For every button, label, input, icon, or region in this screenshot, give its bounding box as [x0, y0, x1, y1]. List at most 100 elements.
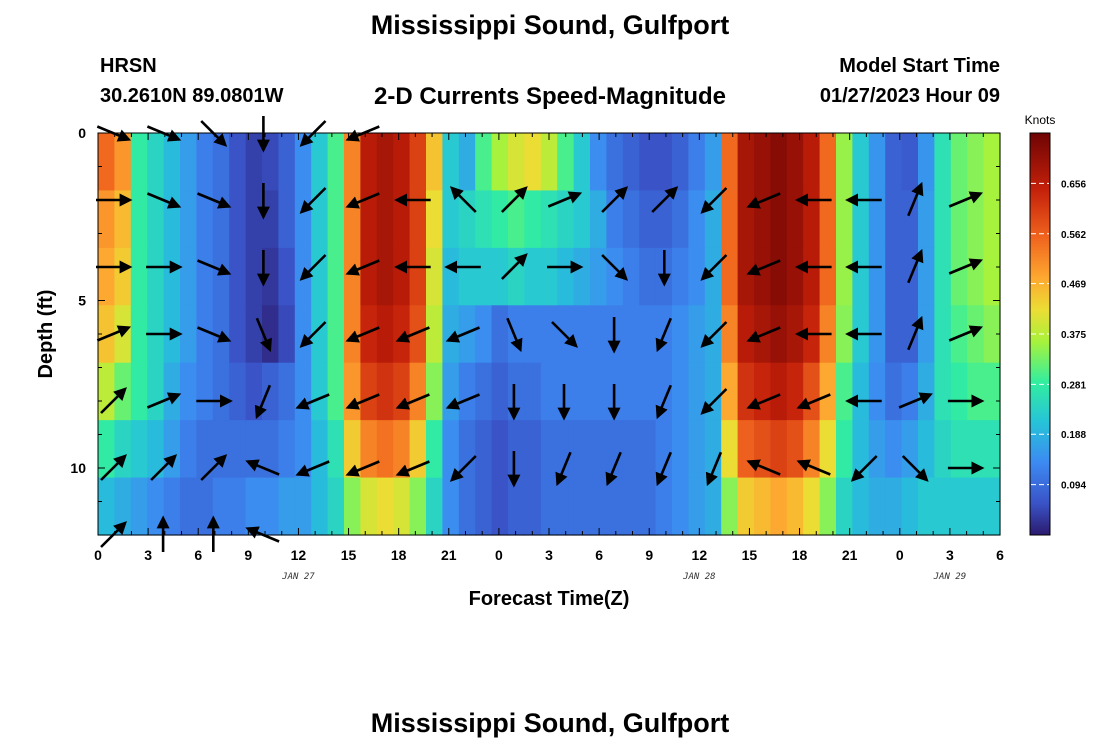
heatmap-cell — [163, 362, 181, 421]
heatmap-cell — [950, 247, 968, 306]
y-tick-label: 10 — [70, 460, 86, 476]
colorbar: Knots 0.094 0.188 0.281 0.375 0.469 0.562 0.65… — [1025, 113, 1086, 536]
heatmap-cell — [868, 247, 886, 306]
heatmap-cell — [409, 133, 427, 192]
heatmap-cell — [409, 362, 427, 421]
heatmap-cell — [721, 420, 739, 479]
heatmap-cell — [409, 190, 427, 249]
heatmap-cell — [639, 190, 657, 249]
heatmap-cell — [442, 247, 460, 306]
heatmap-cell — [475, 305, 493, 364]
heatmap-cell — [475, 420, 493, 479]
heatmap-cell — [950, 420, 968, 479]
heatmap-cell — [918, 247, 935, 306]
heatmap-cell — [737, 133, 755, 192]
colorbar-tick-label: 0.562 — [1061, 230, 1086, 241]
current-vector-arrow — [449, 186, 477, 213]
x-tick-label: 6 — [996, 547, 1004, 563]
bottom-title: Mississippi Sound, Gulfport — [370, 708, 730, 738]
heatmap-cell — [98, 247, 115, 306]
heatmap-cell — [458, 362, 476, 421]
heatmap-cell — [573, 305, 591, 364]
heatmap-cell — [622, 247, 640, 306]
heatmap-cell — [180, 247, 197, 306]
current-vector-arrow — [746, 326, 781, 343]
heatmap-cell — [229, 477, 247, 536]
heatmap-cell — [901, 420, 919, 479]
heatmap-cell — [721, 133, 739, 192]
heatmap-cell — [639, 477, 657, 536]
heatmap-cell — [475, 247, 493, 306]
heatmap-cell — [557, 247, 575, 306]
heatmap-cell — [688, 477, 706, 536]
heatmap-cell — [934, 133, 952, 192]
heatmap-cell — [770, 247, 788, 306]
heatmap-cell — [786, 362, 804, 421]
heatmap-cell — [770, 190, 788, 249]
heatmap-cell — [130, 190, 148, 249]
heatmap-cell — [311, 133, 329, 192]
heatmap-cell — [114, 133, 132, 192]
heatmap-cell — [278, 133, 296, 192]
heatmap-cell — [918, 305, 935, 364]
current-vector-arrow — [907, 181, 924, 217]
current-vector-arrow — [345, 192, 380, 209]
heatmap-cell — [918, 362, 935, 421]
heatmap-cell — [327, 247, 345, 306]
current-vector-arrow — [547, 191, 583, 208]
heatmap-cell — [393, 247, 411, 306]
heatmap-cell — [327, 420, 345, 479]
current-vector-arrow — [100, 387, 127, 414]
heatmap-cell — [508, 305, 525, 364]
current-vector-arrow — [254, 384, 272, 420]
heatmap-cell — [393, 362, 411, 421]
heatmap-cell — [294, 190, 312, 249]
heatmap-cell — [819, 362, 837, 421]
current-vector-arrow — [299, 254, 327, 281]
heatmap-cell — [409, 247, 427, 306]
current-vector-arrow — [100, 454, 127, 481]
heatmap-cell — [442, 190, 460, 249]
heatmap-cell — [311, 477, 329, 536]
heatmap-cell — [983, 190, 1001, 249]
y-tick-label: 0 — [78, 125, 86, 141]
heatmap-cell — [344, 190, 361, 249]
heatmap-cell — [918, 420, 935, 479]
heatmap-cell — [114, 247, 132, 306]
current-vector-arrow — [245, 459, 280, 476]
chart-subtitle: 2-D Currents Speed-Magnitude — [373, 83, 727, 110]
heatmap-cell — [573, 190, 591, 249]
heatmap-cell — [754, 362, 771, 421]
heatmap-cell — [409, 477, 427, 536]
current-vector-arrow — [395, 393, 430, 410]
heatmap-cell — [360, 477, 378, 536]
heatmap-cell — [721, 305, 739, 364]
heatmap-cell — [819, 133, 837, 192]
heatmap-cell — [508, 133, 525, 192]
heatmap-cell — [770, 362, 788, 421]
current-vector-arrow — [605, 451, 622, 487]
heatmap-cell — [672, 305, 689, 364]
current-vector-arrow — [395, 460, 430, 477]
heatmap-cell — [688, 133, 706, 192]
heatmap-cell — [836, 420, 853, 479]
heatmap-cell — [212, 420, 230, 479]
heatmap-cell — [163, 420, 181, 479]
heatmap-cell — [737, 247, 755, 306]
heatmap-cell — [540, 305, 558, 364]
heatmap-cell — [901, 190, 919, 249]
heatmap-cell — [983, 133, 1001, 192]
x-tick-label: 15 — [742, 547, 758, 563]
heatmap-cell — [442, 477, 460, 536]
colorbar-tick-label: 0.375 — [1061, 330, 1086, 341]
current-vector-arrow — [705, 451, 723, 487]
heatmap-cell — [672, 420, 689, 479]
heatmap-cell — [294, 420, 312, 479]
heatmap-cell — [278, 420, 296, 479]
x-tick-label: 0 — [94, 547, 102, 563]
current-vector-arrow — [601, 186, 629, 213]
heatmap-cell — [229, 362, 247, 421]
date-label: JAN 27 — [281, 572, 315, 582]
heatmap-cell — [360, 190, 378, 249]
heatmap-cell — [868, 190, 886, 249]
